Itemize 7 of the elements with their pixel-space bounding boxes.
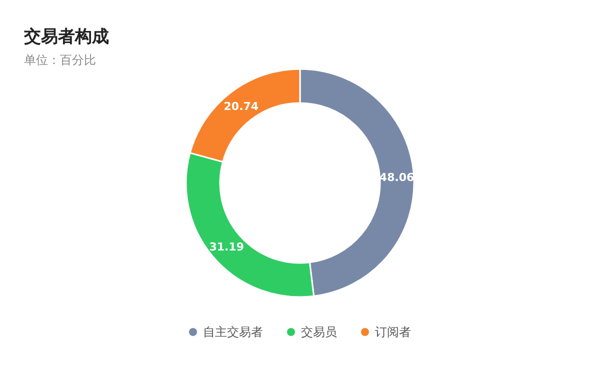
data-label: 31.19 <box>209 240 244 254</box>
data-label: 20.74 <box>224 100 259 113</box>
text: 单位：百分比 <box>24 53 96 67</box>
legend-label: 订阅者 <box>375 325 411 339</box>
legend-label: 自主交易者 <box>203 325 263 339</box>
legend-label: 交易员 <box>301 325 337 339</box>
chart-title: 交易者构成 <box>23 27 109 47</box>
